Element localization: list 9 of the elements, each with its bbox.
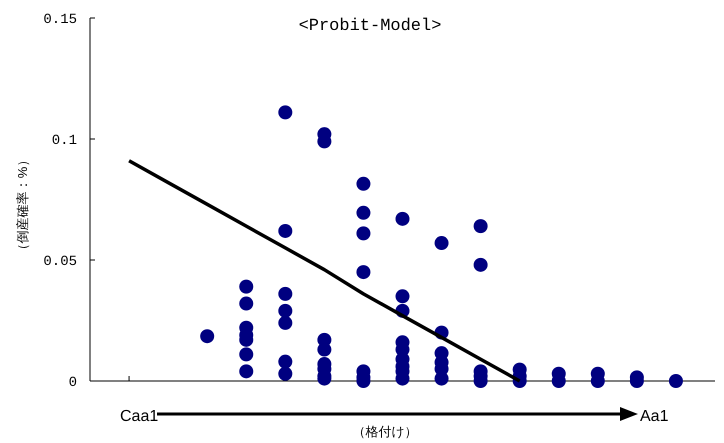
- y-axis-title: （倒産確率：%）: [15, 154, 30, 256]
- y-tick-label: 0.1: [52, 133, 77, 149]
- y-tick-label: 0.05: [43, 254, 77, 270]
- text: Aa1: [640, 408, 669, 425]
- y-tick-label: 0.15: [43, 12, 77, 28]
- chart-title: <Probit-Model>: [298, 17, 442, 36]
- x-axis-title: （格付け）: [352, 424, 418, 439]
- y-tick-label: 0: [68, 375, 77, 391]
- text: Caa1: [120, 408, 158, 425]
